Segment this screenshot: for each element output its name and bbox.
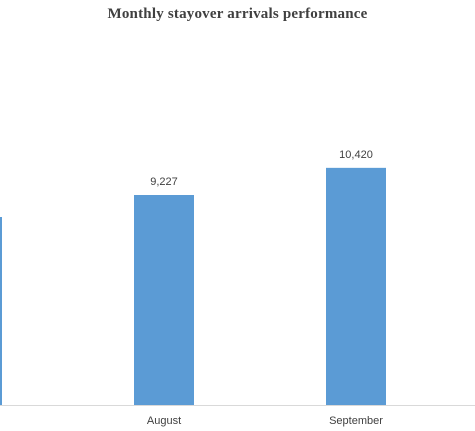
x-tick-label-august: August	[147, 415, 181, 427]
data-label-august: 9,227	[150, 176, 178, 188]
data-labels: 9,227 10,420	[150, 149, 373, 188]
chart-title: Monthly stayover arrivals performance	[107, 6, 368, 22]
x-tick-labels: August September	[147, 415, 383, 427]
data-label-september: 10,420	[339, 149, 373, 161]
bar-august	[134, 195, 194, 405]
bar-september	[326, 167, 386, 405]
bar-partial-previous-month	[0, 217, 2, 405]
x-tick-label-september: September	[329, 415, 383, 427]
bar-series	[134, 167, 386, 405]
